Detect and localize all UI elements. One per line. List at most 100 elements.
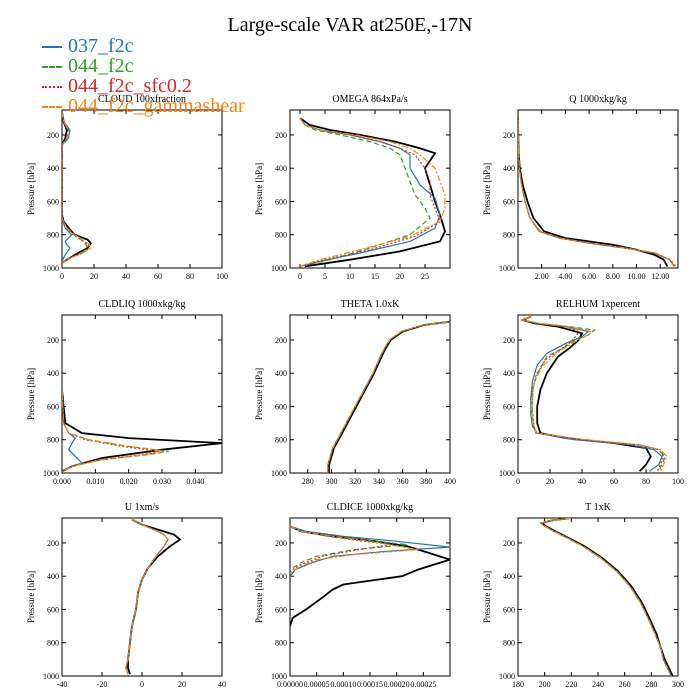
y-tick-label: 1000 <box>43 264 59 273</box>
chart-panel: RELHUM 1xpercent2004006008001000Pressure… <box>482 299 684 486</box>
y-axis-label: Pressure [hPa] <box>482 368 492 420</box>
series-group <box>290 525 450 627</box>
x-tick-label: 20 <box>546 477 554 486</box>
x-tick-label: 400 <box>444 477 456 486</box>
series-line <box>62 389 166 472</box>
y-tick-label: 400 <box>47 164 59 173</box>
plot-frame <box>61 517 223 677</box>
panel-title: RELHUM 1xpercent <box>556 299 640 310</box>
y-tick-label: 800 <box>275 436 287 445</box>
series-group <box>518 111 677 267</box>
plot-frame <box>517 314 679 474</box>
plot-frame <box>517 517 679 677</box>
series-group <box>520 315 668 472</box>
legend-swatch <box>42 106 62 109</box>
chart-panel: THETA 1.0xK 200 400 600 800 1000 Pressure [hPa… <box>254 299 456 486</box>
series-line <box>328 320 450 473</box>
series-line <box>539 518 672 676</box>
x-tick-label: 360 <box>397 477 409 486</box>
y-tick-label: 600 <box>47 605 59 614</box>
x-tick-label: 60 <box>610 477 618 486</box>
series-group <box>327 320 450 473</box>
x-tick-label: 0 <box>60 272 64 281</box>
series-line <box>62 111 92 264</box>
y-tick-label: 600 <box>503 605 515 614</box>
series-line <box>299 117 431 267</box>
y-tick-label: 200 <box>275 131 287 140</box>
x-tick-label: 0.00015 <box>357 680 383 689</box>
x-tick-label: 80 <box>186 272 194 281</box>
x-tick-label: 200 <box>539 680 551 689</box>
x-tick-label: 280 <box>302 477 314 486</box>
y-axis-label: Pressure [hPa] <box>26 368 36 420</box>
series-line <box>539 518 672 676</box>
y-tick-label: 800 <box>503 639 515 648</box>
x-tick-label: 280 <box>645 680 657 689</box>
x-tick-label: 20 <box>396 272 404 281</box>
series-line <box>327 321 450 473</box>
x-tick-label: 220 <box>565 680 577 689</box>
x-tick-label: 0.00000 <box>277 680 303 689</box>
y-tick-label: 200 <box>47 131 59 140</box>
panel-title: T 1xK <box>585 502 611 513</box>
x-tick-label: 0 <box>298 272 302 281</box>
x-tick-label: 8.00 <box>606 272 620 281</box>
y-tick-label: 1000 <box>43 469 59 478</box>
series-group <box>539 518 674 676</box>
x-tick-label: 100 <box>216 272 228 281</box>
series-line <box>290 525 450 577</box>
x-tick-label: 6.00 <box>582 272 596 281</box>
panel-title: Q 1000xkg/kg <box>569 94 627 105</box>
panel-title: CLDLIQ 1000xkg/kg <box>99 299 186 310</box>
x-tick-label: 300 <box>325 477 337 486</box>
y-tick-label: 600 <box>503 402 515 411</box>
y-axis-label: Pressure [hPa] <box>254 368 264 420</box>
x-tick-label: 300 <box>672 680 684 689</box>
series-line <box>125 519 169 675</box>
y-tick-label: 400 <box>503 164 515 173</box>
x-tick-label: 80 <box>642 477 650 486</box>
y-tick-label: 200 <box>47 336 59 345</box>
x-tick-label: 15 <box>371 272 379 281</box>
panel-title: OMEGA 864xPa/s <box>332 94 407 105</box>
series-line <box>125 519 169 675</box>
x-tick-label: 100 <box>672 477 684 486</box>
legend: 037_f2c 044_f2c 044_f2c_sfc0.2 044_f2c_g… <box>42 36 245 116</box>
y-tick-label: 200 <box>275 336 287 345</box>
x-tick-label: -40 <box>57 680 68 689</box>
x-tick-label: 0.030 <box>153 477 171 486</box>
legend-label: 044_f2c_gammashear <box>68 95 245 117</box>
y-tick-label: 200 <box>503 539 515 548</box>
series-line <box>539 518 672 676</box>
y-tick-label: 800 <box>47 436 59 445</box>
x-tick-label: 0.020 <box>120 477 138 486</box>
y-tick-label: 800 <box>47 639 59 648</box>
y-tick-label: 800 <box>503 231 515 240</box>
x-tick-label: 240 <box>592 680 604 689</box>
panel-title: THETA 1.0xK <box>341 299 400 310</box>
chart-panel: CLDLIQ 1000xkg/kg 200 400 600 800 1000 Pressur… <box>26 299 223 486</box>
plot-frame <box>289 314 451 474</box>
y-tick-label: 200 <box>503 336 515 345</box>
x-tick-label: -20 <box>97 680 108 689</box>
x-tick-label: 340 <box>373 477 385 486</box>
y-tick-label: 1000 <box>271 264 287 273</box>
x-tick-label: 0.00025 <box>410 680 436 689</box>
x-tick-label: 20 <box>90 272 98 281</box>
y-tick-label: 1000 <box>499 672 515 681</box>
x-tick-label: 40 <box>218 680 226 689</box>
x-tick-label: 25 <box>421 272 429 281</box>
x-tick-label: 20 <box>178 680 186 689</box>
x-tick-label: 4.00 <box>558 272 572 281</box>
panel-title: CLOUD 100xfraction <box>98 94 186 105</box>
y-tick-label: 1000 <box>271 469 287 478</box>
x-tick-label: 320 <box>349 477 361 486</box>
y-tick-label: 400 <box>275 572 287 581</box>
y-tick-label: 400 <box>47 572 59 581</box>
y-axis-label: Pressure [hPa] <box>482 163 492 215</box>
chart-panel: CLDICE 1000xkg/kg 200 400 600 800 1000 Pressur… <box>254 502 451 689</box>
x-tick-label: 60 <box>154 272 162 281</box>
y-tick-label: 600 <box>503 197 515 206</box>
